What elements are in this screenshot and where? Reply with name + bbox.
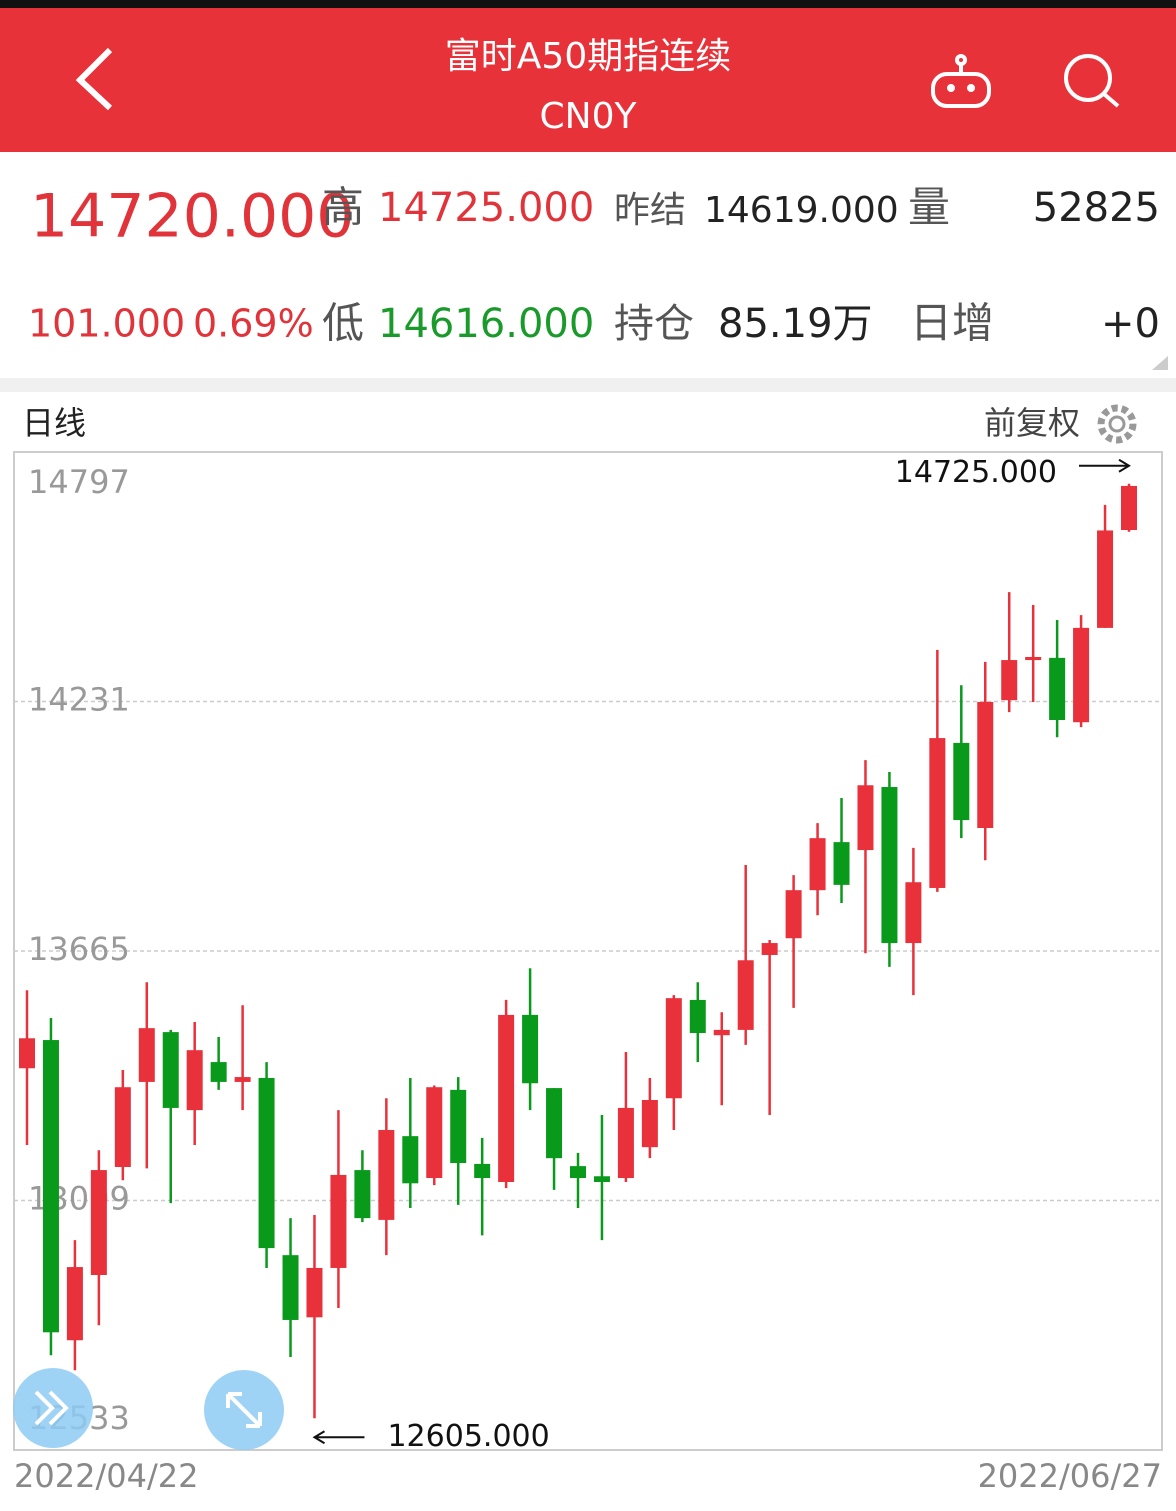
high-label: 高	[322, 183, 364, 232]
candle-body	[90, 1170, 107, 1275]
title: 富时A50期指连续	[445, 36, 731, 77]
change: 101.000	[28, 302, 185, 346]
back-button[interactable]	[75, 47, 113, 111]
candle-body	[1097, 530, 1114, 628]
candle-body	[138, 1028, 155, 1082]
candle-body	[1073, 627, 1090, 723]
y-tick-label: 14797	[28, 463, 130, 501]
code: CN0Y	[540, 96, 638, 137]
volume-label: 量	[908, 183, 950, 232]
adjust[interactable]: 前复权	[984, 404, 1080, 442]
candle-body	[282, 1255, 299, 1320]
candle-body	[258, 1077, 275, 1249]
candle-body	[186, 1050, 203, 1111]
candle-body	[546, 1088, 563, 1159]
low-label: 低	[322, 299, 364, 348]
settings-icon[interactable]	[1097, 404, 1137, 444]
candle-body	[570, 1166, 586, 1179]
max-label: 14725.000	[895, 455, 1057, 490]
robot-icon[interactable]	[931, 54, 991, 108]
candle-body	[330, 1174, 347, 1268]
candle-body	[785, 890, 802, 939]
prev: 14619.000	[704, 190, 899, 231]
search-icon[interactable]	[1064, 54, 1120, 108]
y-tick-label: 13665	[28, 930, 130, 968]
oi-label: 持仓	[614, 301, 694, 347]
candle-body	[617, 1107, 634, 1179]
candle-body	[522, 1014, 539, 1084]
volume: 52825	[1033, 185, 1160, 231]
candle-body	[809, 838, 826, 891]
open-interest: 85.19万	[718, 301, 873, 347]
candle-body	[498, 1014, 515, 1182]
daily-inc: +0	[1101, 301, 1160, 347]
price: 14720.000	[30, 182, 354, 252]
x-tick-label: 2022/04/22	[14, 1457, 198, 1495]
prev-label: 昨结	[614, 190, 686, 231]
candle-body	[665, 998, 682, 1099]
candle-body	[689, 999, 706, 1033]
change-pct: 0.69%	[193, 302, 314, 346]
separator	[0, 378, 1176, 392]
candle-body	[162, 1032, 179, 1108]
candle-body	[66, 1267, 83, 1341]
period[interactable]: 日线	[22, 404, 86, 442]
candle-body	[210, 1062, 227, 1082]
candle-body	[450, 1089, 467, 1164]
candle-body	[761, 943, 778, 955]
candle-body	[354, 1170, 371, 1219]
candle-body	[929, 738, 946, 888]
candle-body	[833, 842, 850, 885]
candle-body	[19, 1038, 35, 1069]
min-arrow	[312, 1430, 365, 1445]
candle-body	[378, 1129, 395, 1220]
corner-mark	[1152, 356, 1168, 370]
max-arrow	[1079, 458, 1131, 473]
candle-body	[1025, 656, 1042, 661]
min-label: 12605.000	[387, 1419, 549, 1454]
candle-body	[114, 1087, 131, 1167]
candle-body	[234, 1077, 251, 1082]
candle-body	[1049, 657, 1066, 721]
candle-body	[737, 960, 754, 1030]
y-tick-label: 14231	[28, 681, 130, 719]
candle-body	[857, 785, 874, 851]
expand-icon	[226, 1392, 262, 1428]
low: 14616.000	[378, 301, 594, 347]
high: 14725.000	[378, 185, 594, 231]
candle-body	[905, 882, 922, 944]
candle-body	[474, 1163, 491, 1179]
candle-body	[641, 1099, 658, 1148]
candle-body	[593, 1176, 610, 1182]
candle-body	[42, 1040, 59, 1333]
candle-body	[953, 742, 970, 821]
daily-inc-label: 日增	[910, 299, 994, 348]
candle-body	[402, 1136, 419, 1184]
scroll-icon	[34, 1390, 69, 1426]
status-bar	[0, 0, 1176, 8]
candle-body	[426, 1087, 443, 1179]
candle-body	[1121, 485, 1137, 531]
candle-body	[1001, 660, 1018, 701]
candle-body	[977, 701, 994, 829]
app-bar	[0, 8, 1176, 152]
x-tick-label: 2022/06/27	[978, 1457, 1162, 1495]
candle-body	[306, 1267, 323, 1318]
candle-body	[713, 1029, 730, 1036]
candle-body	[881, 787, 898, 944]
